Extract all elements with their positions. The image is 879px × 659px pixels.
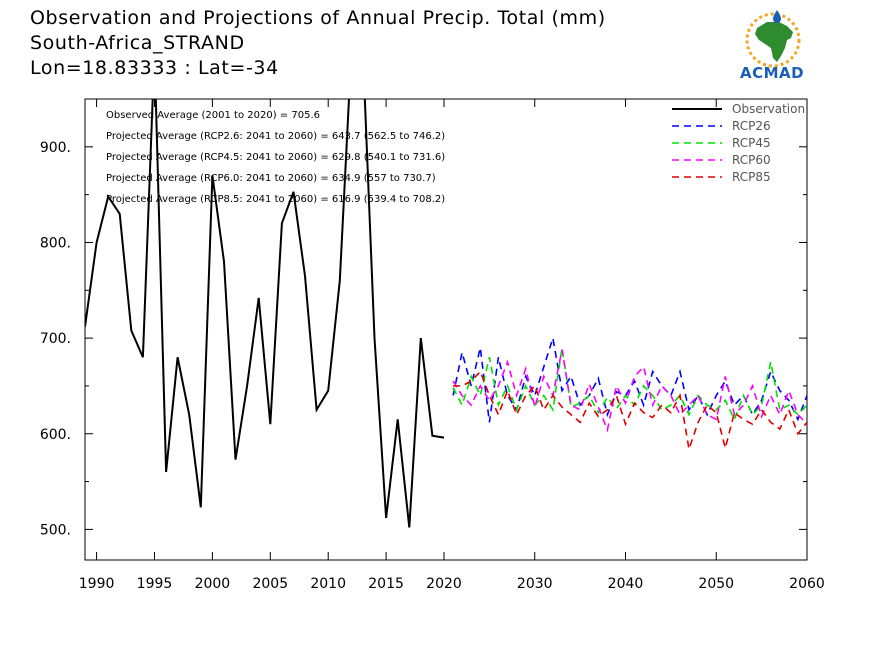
y-tick-label: 700. <box>40 331 71 347</box>
series-line-rcp85 <box>453 370 807 450</box>
series-line-rcp26 <box>452 337 807 423</box>
logo-text: ACMAD <box>740 64 805 82</box>
water-drop-icon <box>773 10 781 23</box>
chart-title: Observation and Projections of Annual Pr… <box>30 7 606 29</box>
x-tick-label: 2040 <box>608 576 644 592</box>
series-line-rcp60 <box>452 349 807 433</box>
annotation-text: Projected Average (RCP8.5: 2041 to 2060)… <box>106 194 445 205</box>
africa-icon <box>755 22 793 62</box>
x-tick-label: 2005 <box>252 576 288 592</box>
acmad-logo <box>745 10 801 68</box>
x-tick-label: 2020 <box>426 576 462 592</box>
legend-label-observation: Observation <box>732 102 805 116</box>
annotation-text: Projected Average (RCP6.0: 2041 to 2060)… <box>106 173 436 184</box>
x-tick-label: 2010 <box>310 576 346 592</box>
legend-label-rcp60: RCP60 <box>732 153 771 167</box>
annotation-text: Observed Average (2001 to 2020) = 705.6 <box>106 110 320 121</box>
annotation-text: Projected Average (RCP4.5: 2041 to 2060)… <box>106 152 445 163</box>
x-tick-label: 1990 <box>79 576 115 592</box>
y-tick-label: 900. <box>40 140 71 156</box>
plot-frame <box>84 98 808 561</box>
x-tick-label: 2015 <box>368 576 404 592</box>
series-line-rcp45 <box>452 347 807 422</box>
y-tick-label: 800. <box>40 235 71 251</box>
x-tick-label: 2050 <box>698 576 734 592</box>
x-tick-label: 2060 <box>789 576 825 592</box>
legend-label-rcp45: RCP45 <box>732 136 771 150</box>
y-tick-label: 600. <box>40 427 71 443</box>
coordinates-subtitle: Lon=18.83333 : Lat=-34 <box>30 57 279 79</box>
x-tick-label: 1995 <box>137 576 173 592</box>
logo-rays-icon <box>745 12 801 68</box>
region-subtitle: South-Africa_STRAND <box>30 32 245 54</box>
series-line-observation <box>85 99 445 528</box>
y-tick-label: 500. <box>40 522 71 538</box>
legend-label-rcp26: RCP26 <box>732 119 771 133</box>
x-tick-label: 2030 <box>517 576 553 592</box>
x-tick-label: 2000 <box>195 576 231 592</box>
legend-label-rcp85: RCP85 <box>732 170 771 184</box>
annotation-text: Projected Average (RCP2.6: 2041 to 2060)… <box>106 131 445 142</box>
